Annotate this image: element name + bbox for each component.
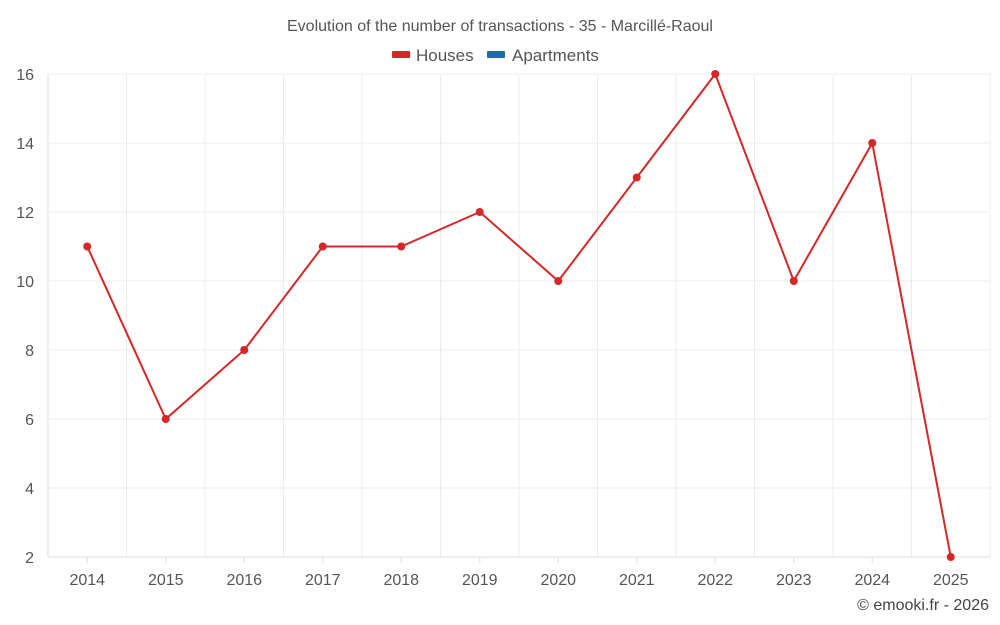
legend-label-houses: Houses <box>416 46 474 65</box>
y-tick-labels: 2 4 6 8 10 12 14 16 <box>16 67 34 567</box>
x-tick-label-2016: 2016 <box>226 572 262 589</box>
x-tick-label-2020: 2020 <box>540 572 576 589</box>
data-point-houses-2014[interactable] <box>83 242 92 251</box>
legend-swatch-houses <box>392 51 410 58</box>
data-point-houses-2024[interactable] <box>868 139 877 147</box>
chart-title: Evolution of the number of transactions … <box>287 18 713 35</box>
legend: Houses Apartments <box>392 46 599 65</box>
data-point-houses-2021[interactable] <box>632 173 641 182</box>
y-tick-label: 6 <box>25 412 34 429</box>
credit-text: © emooki.fr - 2026 <box>857 597 989 614</box>
legend-label-apartments: Apartments <box>512 46 599 65</box>
y-tick-label: 4 <box>25 481 34 498</box>
data-point-houses-2018[interactable] <box>397 242 406 251</box>
data-point-houses-2017[interactable] <box>318 242 327 251</box>
axes <box>47 74 990 563</box>
grid <box>47 73 991 558</box>
data-point-houses-2016[interactable] <box>240 346 249 354</box>
legend-item-apartments[interactable]: Apartments <box>487 46 599 65</box>
data-point-houses-2020[interactable] <box>554 277 563 285</box>
y-tick-label: 8 <box>25 343 34 360</box>
legend-item-houses[interactable]: Houses <box>392 46 474 65</box>
y-tick-label: 16 <box>16 67 34 84</box>
legend-swatch-apartments <box>487 51 505 58</box>
y-tick-label: 14 <box>16 136 34 153</box>
x-tick-label-2024: 2024 <box>854 572 890 589</box>
data-point-houses-2019[interactable] <box>475 208 484 216</box>
x-tick-label-2015: 2015 <box>148 572 184 589</box>
data-point-houses-2015[interactable] <box>161 415 170 423</box>
x-tick-label-2025: 2025 <box>933 572 969 589</box>
y-tick-label: 12 <box>16 205 34 222</box>
x-tick-labels: 2014 2015 2016 2017 2018 2019 2020 2021 2022 2023… <box>69 572 968 589</box>
data-point-houses-2023[interactable] <box>789 277 798 285</box>
x-tick-label-2021: 2021 <box>619 572 655 589</box>
y-tick-label: 2 <box>25 550 34 567</box>
x-tick-label-2014: 2014 <box>69 572 105 589</box>
x-tick-label-2017: 2017 <box>305 572 341 589</box>
data-point-houses-2025[interactable] <box>946 553 955 561</box>
x-tick-label-2018: 2018 <box>383 572 419 589</box>
x-tick-label-2019: 2019 <box>462 572 498 589</box>
series-line-houses <box>86 73 952 558</box>
data-point-houses-2022[interactable] <box>711 70 720 78</box>
x-tick-label-2022: 2022 <box>697 572 733 589</box>
series-layer <box>83 70 955 561</box>
x-tick-label-2023: 2023 <box>776 572 812 589</box>
y-tick-label: 10 <box>16 274 34 291</box>
